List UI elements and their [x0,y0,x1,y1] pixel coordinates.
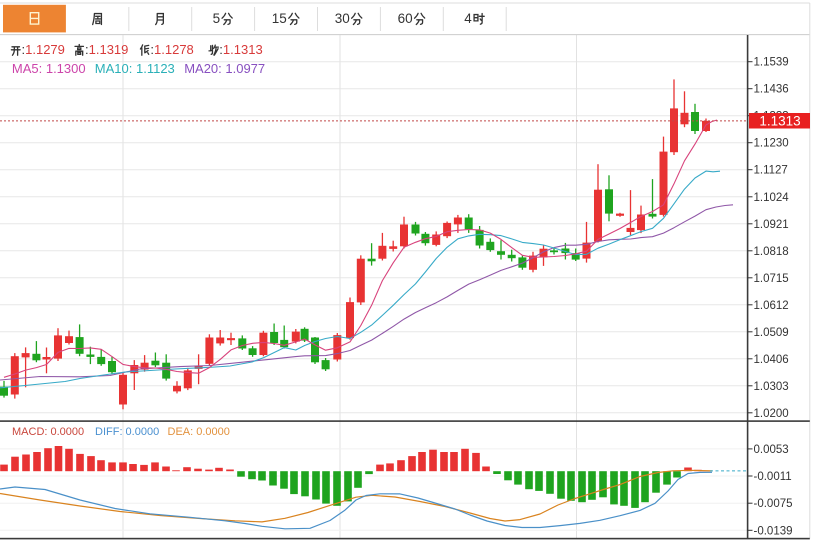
svg-text::1.1313: :1.1313 [219,42,262,57]
svg-text:0.0053: 0.0053 [754,444,789,456]
svg-text:-0.0139: -0.0139 [754,525,793,537]
svg-text::1.1279: :1.1279 [22,42,65,57]
svg-text:30: 30 [335,11,350,26]
svg-text:15: 15 [272,11,287,26]
svg-text:MA20: 1.0977: MA20: 1.0977 [184,61,265,76]
svg-text:1.0612: 1.0612 [754,300,789,312]
svg-text:MA5: 1.1300: MA5: 1.1300 [12,61,86,76]
svg-text:4: 4 [464,11,472,26]
svg-text:1.0818: 1.0818 [754,246,789,258]
svg-text:1.0406: 1.0406 [754,354,789,366]
svg-text:1.0509: 1.0509 [754,327,789,339]
svg-text:1.1436: 1.1436 [754,84,789,96]
svg-text:DEA: 0.0000: DEA: 0.0000 [168,426,230,438]
svg-text::1.1319: :1.1319 [85,42,128,57]
svg-text:MA10: 1.1123: MA10: 1.1123 [95,61,175,76]
svg-text:1.1024: 1.1024 [754,192,790,204]
svg-text:-0.0075: -0.0075 [754,498,793,510]
svg-text:DIFF: 0.0000: DIFF: 0.0000 [95,426,159,438]
svg-text:5: 5 [213,11,221,26]
svg-text:1.1313: 1.1313 [759,114,800,129]
svg-text:1.0303: 1.0303 [754,381,789,393]
svg-text:1.0715: 1.0715 [754,273,789,285]
svg-text:1.1230: 1.1230 [754,138,789,150]
svg-text:1.0921: 1.0921 [754,219,789,231]
svg-text:-0.0011: -0.0011 [754,471,792,483]
svg-text:60: 60 [398,11,413,26]
svg-text:MACD: 0.0000: MACD: 0.0000 [12,426,84,438]
svg-text:1.0200: 1.0200 [754,408,789,420]
svg-text:1.1127: 1.1127 [754,165,788,177]
svg-text:1.1539: 1.1539 [754,57,789,69]
svg-text::1.1278: :1.1278 [150,42,193,57]
